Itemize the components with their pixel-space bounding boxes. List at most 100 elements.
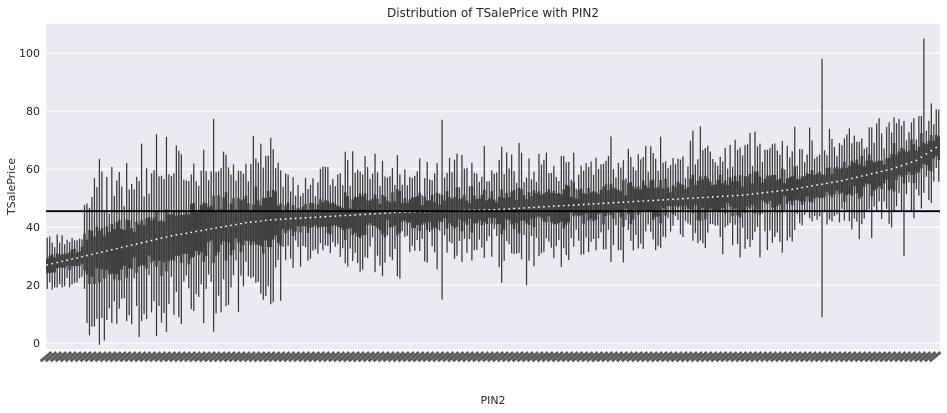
box-body [783,183,787,197]
box-body [346,196,349,230]
median-marker [46,263,49,266]
box [877,118,881,202]
box-body [70,249,74,267]
box-body [495,202,498,225]
box-body [562,189,566,229]
box-body [699,176,702,221]
box-body [202,202,205,262]
box-body [927,141,931,171]
box-body [98,230,101,283]
box-body [120,228,123,270]
x-tick-label [893,351,907,363]
x-tick-label [735,351,748,363]
box-body [624,195,628,209]
box [604,160,608,250]
x-tick-label [501,351,515,363]
x-tick-label [576,351,589,363]
box [182,179,186,282]
box-body [55,253,59,269]
median-marker [761,191,764,194]
x-tick-label [238,351,252,363]
x-tick-label [913,351,927,363]
y-axis-ticks: 0 20 40 60 80 100 [19,47,40,350]
box-body [257,200,260,245]
x-tick-label [690,351,703,363]
box [217,171,220,296]
box-body [872,162,876,191]
box-body [366,200,369,226]
box-body [642,180,645,212]
x-tick-label [427,351,440,363]
box-body [68,252,71,270]
median-marker [801,186,804,189]
box [113,196,116,302]
box-body [718,174,722,213]
x-tick-label [203,351,217,363]
box-body [157,221,161,261]
box-body [450,198,454,226]
box [594,157,598,251]
median-marker [746,193,749,196]
box-body [93,236,96,285]
median-marker [210,227,213,230]
box [761,161,764,214]
box [634,170,638,235]
x-tick-label [357,351,371,363]
median-marker [81,255,83,258]
median-marker [513,207,516,210]
box [935,109,938,169]
box-body [835,166,839,191]
median-marker [394,211,396,214]
x-tick-label [476,351,490,363]
box [167,174,171,304]
box [537,153,541,256]
median-marker [845,178,848,181]
box-body [557,192,561,223]
box-body [214,210,218,256]
box [920,116,923,209]
box-body [684,189,687,206]
x-tick-label [903,351,917,363]
box-body [403,198,407,221]
box [870,127,873,239]
median-marker [816,184,818,186]
box [845,134,849,211]
box-body [510,191,513,225]
box-body [423,196,426,223]
x-tick-label [625,351,639,363]
box [455,153,459,256]
box [716,165,719,226]
box [912,118,916,219]
median-marker [61,260,64,263]
box [48,236,51,283]
box [510,154,513,254]
box-body [552,190,556,225]
x-tick-label [163,351,177,363]
box [766,149,769,250]
median-marker [776,190,779,193]
box [892,117,896,213]
median-marker [66,259,69,262]
x-tick-label [774,351,788,363]
median-marker [841,179,843,182]
x-tick-label [54,351,68,363]
median-marker [115,247,118,250]
box [843,138,846,221]
box [676,158,680,221]
box-body [845,167,849,196]
box-body [279,203,282,246]
median-marker [289,217,292,220]
x-tick-label [253,351,266,363]
box-body [227,209,230,243]
x-tick-label [372,351,386,363]
box-body [470,186,474,233]
box [58,242,61,285]
x-tick-label [208,351,222,363]
x-tick-label [407,351,420,363]
box [512,171,516,254]
box-body [291,205,295,236]
box [490,170,493,257]
x-tick-label [243,351,256,363]
box [162,179,166,314]
x-tick-label [759,351,773,363]
